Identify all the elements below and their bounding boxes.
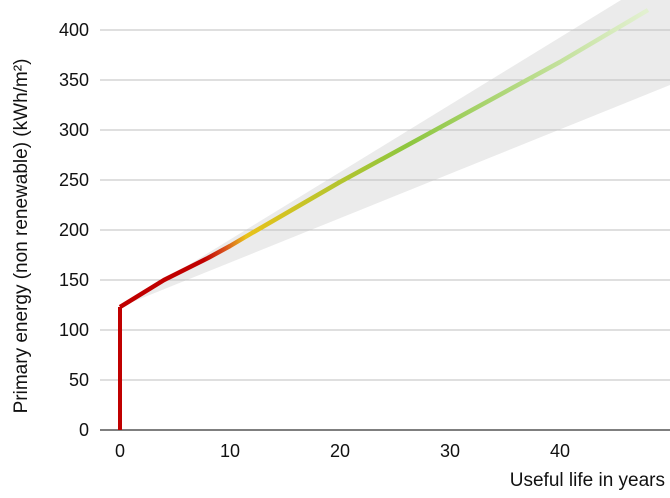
y-tick-label-300: 300 — [59, 120, 89, 140]
series-line-0 — [120, 10, 648, 307]
y-tick-label-400: 400 — [59, 20, 89, 40]
y-tick-label-350: 350 — [59, 70, 89, 90]
y-tick-label-250: 250 — [59, 170, 89, 190]
x-axis-title: Useful life in years — [510, 470, 665, 491]
y-tick-label-0: 0 — [79, 420, 89, 440]
y-tick-label-50: 50 — [69, 370, 89, 390]
x-tick-label-20: 20 — [330, 441, 350, 461]
x-tick-label-10: 10 — [220, 441, 240, 461]
x-tick-label-0: 0 — [115, 441, 125, 461]
y-tick-label-150: 150 — [59, 270, 89, 290]
y-tick-label-200: 200 — [59, 220, 89, 240]
x-tick-label-30: 30 — [440, 441, 460, 461]
x-tick-label-40: 40 — [550, 441, 570, 461]
y-tick-label-100: 100 — [59, 320, 89, 340]
y-axis-title: Primary energy (non renewable) (kWh/m²) — [11, 59, 32, 414]
